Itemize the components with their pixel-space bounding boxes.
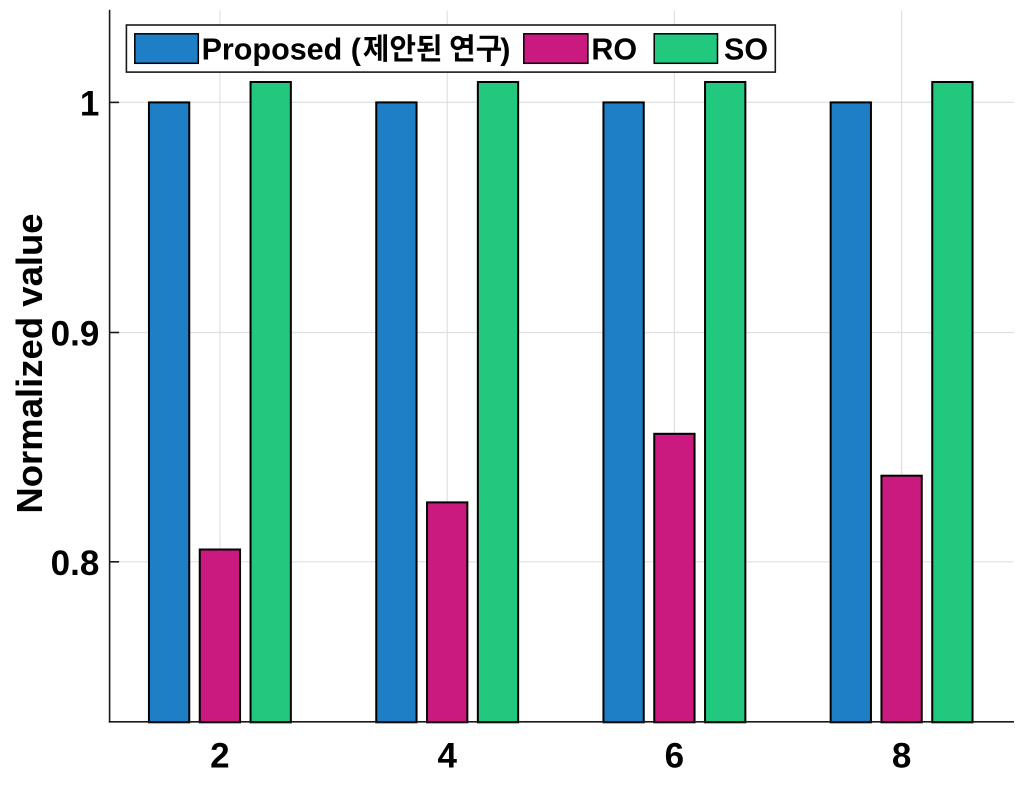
svg-text:4: 4: [437, 736, 457, 775]
svg-text:SO: SO: [724, 32, 768, 66]
svg-text:Normalized value: Normalized value: [9, 213, 50, 513]
svg-text:0.8: 0.8: [51, 544, 100, 583]
svg-text:0.9: 0.9: [51, 315, 100, 354]
svg-text:): ): [500, 32, 510, 66]
svg-text:Proposed (: Proposed (: [202, 32, 362, 66]
svg-text:RO: RO: [591, 32, 637, 66]
svg-text:6: 6: [665, 736, 684, 775]
svg-text:1: 1: [80, 85, 99, 124]
svg-text:2: 2: [210, 736, 229, 775]
svg-text:8: 8: [892, 736, 911, 775]
